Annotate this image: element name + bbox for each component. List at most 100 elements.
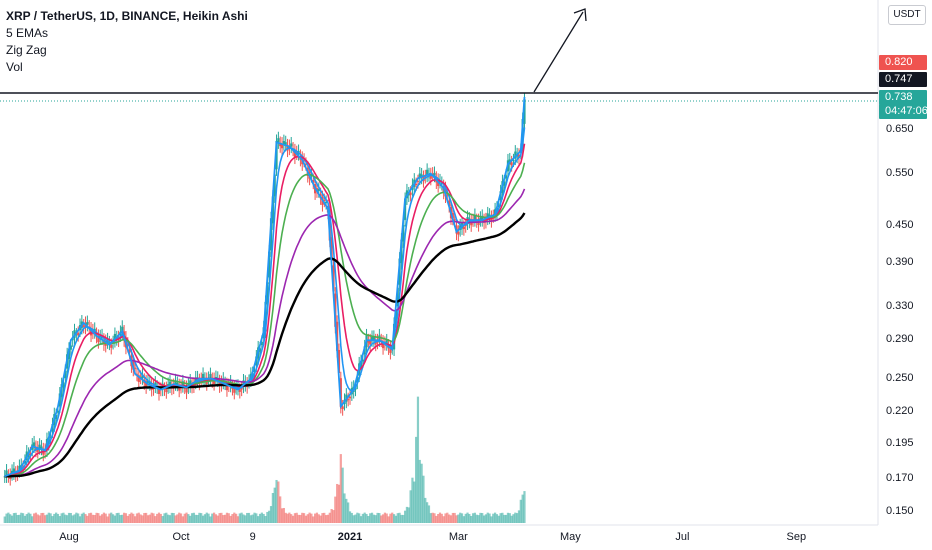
volume-bar: [108, 513, 111, 523]
volume-bar: [279, 496, 282, 523]
y-tick-label: 0.390: [886, 256, 914, 269]
volume-bar: [336, 483, 339, 523]
volume-bar: [130, 512, 133, 523]
volume-bar: [293, 513, 297, 523]
volume-bar: [137, 512, 140, 523]
volume-bar: [352, 515, 355, 523]
volume-bar: [56, 513, 60, 523]
volume-bar: [111, 514, 115, 523]
volume-bar: [238, 513, 241, 523]
volume-bar: [319, 515, 322, 523]
candle: [163, 382, 166, 396]
volume-bar: [488, 513, 491, 523]
volume-bar: [490, 516, 493, 523]
candle: [279, 136, 282, 153]
symbol-title[interactable]: XRP / TetherUS, 1D, BINANCE, Heikin Ashi: [6, 9, 248, 23]
volume-bar: [200, 513, 203, 523]
volume-bar: [459, 512, 462, 523]
candle: [372, 330, 375, 347]
volume-bar: [376, 512, 379, 523]
volume-bar: [505, 514, 508, 523]
volume-bar: [25, 514, 28, 523]
volume-bar: [14, 512, 17, 523]
volume-bar: [437, 514, 440, 523]
volume-bar: [244, 515, 247, 523]
zigzag-line: [4, 96, 526, 478]
volume-bar: [251, 514, 254, 523]
volume-bar: [64, 514, 67, 523]
volume-bar: [45, 514, 49, 523]
volume-bar: [323, 512, 326, 523]
volume-bar: [269, 506, 273, 523]
volume-bar: [201, 515, 205, 523]
volume-bar: [51, 516, 54, 523]
x-tick-label: Oct: [172, 531, 190, 543]
volume-bar: [510, 515, 513, 523]
volume-bar: [396, 513, 399, 523]
candle: [209, 367, 212, 386]
volume-bar: [405, 506, 409, 523]
volume-bar: [460, 513, 464, 523]
volume-bar: [374, 515, 377, 523]
volume-bar: [216, 515, 219, 523]
zigzag-polyline: [4, 96, 526, 478]
volume-bar: [297, 514, 300, 523]
volume-bar: [104, 513, 107, 523]
volume-bar: [77, 513, 80, 523]
volume-bar: [389, 513, 392, 523]
volume-bar: [218, 513, 221, 523]
candle: [284, 135, 287, 152]
volume-bar: [273, 487, 276, 523]
volume-bar: [207, 513, 210, 523]
volume-bar: [44, 515, 47, 523]
volume-bar: [84, 514, 87, 523]
currency-button[interactable]: USDT: [888, 5, 926, 25]
arrow-drawing[interactable]: [533, 8, 587, 93]
indicator-volume[interactable]: Vol: [6, 60, 23, 74]
volume-bar: [391, 512, 394, 523]
volume-bar: [448, 514, 451, 523]
volume-bar: [189, 515, 192, 523]
volume-bar: [330, 508, 333, 523]
volume-bar: [363, 512, 366, 523]
volume-bar: [150, 512, 153, 523]
volume-bar: [159, 513, 162, 523]
volume-bar: [326, 514, 330, 523]
volume-bar: [493, 512, 497, 523]
volume-bar: [370, 512, 374, 523]
volume-bar: [71, 515, 74, 523]
y-tick-label: 0.250: [886, 371, 914, 384]
volume-bar: [403, 510, 407, 523]
volume-bar: [69, 512, 72, 523]
volume-bar: [240, 512, 243, 523]
volume-bar: [233, 512, 236, 523]
volume-bar: [426, 502, 429, 523]
volume-bar: [161, 516, 164, 523]
indicator-ema[interactable]: 5 EMAs: [6, 26, 49, 40]
volume-bar: [506, 512, 510, 523]
volume-bar: [190, 513, 194, 523]
volume-bar: [512, 514, 515, 523]
y-tick-label: 0.550: [886, 166, 914, 179]
candle: [82, 318, 85, 334]
volume-bar: [97, 513, 100, 523]
volume-bar: [337, 484, 341, 523]
volume-bar: [224, 514, 227, 523]
volume-bar: [372, 514, 375, 523]
volume-bar: [124, 513, 128, 523]
volume-bar: [301, 512, 304, 523]
y-tick-label: 0.450: [886, 218, 914, 231]
candle: [473, 208, 476, 227]
candle: [290, 137, 293, 154]
candle: [457, 225, 460, 242]
volume-bar: [438, 512, 442, 523]
volume-bar: [455, 515, 458, 523]
volume-bar: [367, 515, 370, 523]
volume-bar: [42, 512, 45, 523]
volume-bar: [163, 513, 166, 523]
indicator-zigzag[interactable]: Zig Zag: [6, 43, 47, 57]
volume-bar: [73, 514, 76, 523]
volume-bar: [203, 514, 207, 523]
volume-bar: [464, 513, 467, 523]
